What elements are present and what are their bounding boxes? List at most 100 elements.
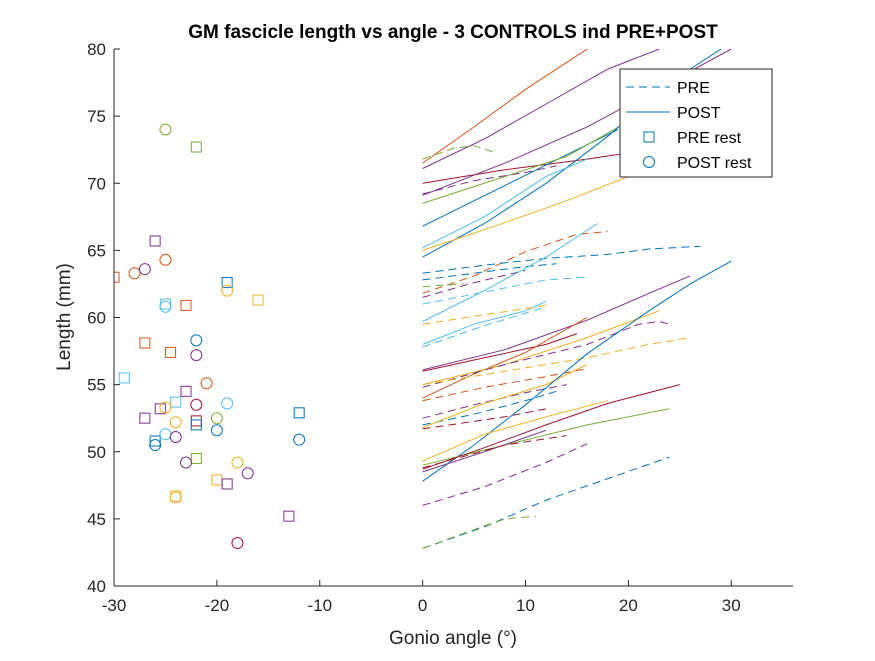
y-tick-label: 65 bbox=[87, 241, 106, 260]
legend-label-post-rest: POST rest bbox=[677, 155, 752, 172]
post-rest-marker bbox=[221, 397, 234, 410]
post-rest-marker bbox=[159, 300, 172, 313]
curve-post-22 bbox=[422, 333, 578, 372]
pre-rest-marker bbox=[221, 478, 233, 490]
curve-post-23 bbox=[422, 317, 588, 399]
pre-rest-marker bbox=[293, 407, 305, 419]
post-rest-marker bbox=[231, 537, 244, 550]
legend-label-post: POST bbox=[677, 105, 721, 122]
y-tick-label: 55 bbox=[87, 376, 106, 395]
curve-pre-17 bbox=[422, 276, 588, 305]
chart-title: GM fascicle length vs angle - 3 CONTROLS… bbox=[188, 22, 718, 43]
x-tick-label: -20 bbox=[205, 596, 230, 615]
curve-pre-14 bbox=[422, 270, 526, 298]
post-rest-marker bbox=[149, 439, 162, 452]
markers-layer bbox=[114, 123, 306, 550]
pre-rest-marker bbox=[190, 419, 202, 431]
pre-rest-marker bbox=[180, 299, 192, 311]
post-rest-marker bbox=[169, 416, 182, 429]
legend-label-pre: PRE bbox=[677, 80, 710, 97]
curve-pre-27 bbox=[422, 368, 588, 402]
legend-item-post: POST bbox=[626, 105, 721, 122]
x-tick-label: 30 bbox=[722, 596, 741, 615]
pre-rest-marker bbox=[114, 271, 120, 283]
curve-pre-29 bbox=[422, 390, 557, 426]
pre-rest-marker bbox=[221, 277, 233, 289]
curve-pre-13 bbox=[422, 263, 557, 281]
curve-post-0 bbox=[422, 49, 589, 164]
post-rest-marker bbox=[159, 401, 172, 414]
curve-pre-19 bbox=[422, 304, 547, 325]
post-rest-marker bbox=[159, 123, 172, 136]
legend-item-pre-rest: PRE rest bbox=[643, 130, 742, 147]
post-rest-marker bbox=[190, 349, 203, 362]
post-rest-marker bbox=[210, 412, 223, 425]
curve-pre-15 bbox=[422, 283, 464, 288]
curve-post-36 bbox=[422, 429, 547, 473]
legend-swatch-post-rest bbox=[643, 156, 655, 168]
post-rest-marker bbox=[241, 467, 254, 480]
curve-post-3 bbox=[422, 149, 650, 184]
curve-post-24 bbox=[422, 310, 660, 386]
x-tick-label: 0 bbox=[418, 596, 427, 615]
pre-rest-marker bbox=[139, 412, 151, 424]
pre-rest-marker bbox=[180, 385, 192, 397]
post-rest-marker bbox=[190, 334, 203, 347]
curve-post-35 bbox=[422, 384, 680, 470]
legend-item-pre: PRE bbox=[626, 80, 710, 97]
y-tick-label: 50 bbox=[87, 443, 106, 462]
curve-pre-4 bbox=[422, 165, 557, 195]
curve-pre-25 bbox=[422, 320, 670, 388]
x-axis-label: Gonio angle (°) bbox=[389, 628, 517, 649]
y-tick-label: 45 bbox=[87, 510, 106, 529]
curve-post-9 bbox=[422, 158, 588, 249]
post-rest-marker bbox=[221, 284, 234, 297]
y-tick-label: 70 bbox=[87, 174, 106, 193]
post-rest-marker bbox=[138, 263, 151, 276]
y-tick-label: 80 bbox=[87, 40, 106, 59]
post-rest-marker bbox=[190, 398, 203, 411]
pre-rest-marker bbox=[190, 452, 202, 464]
post-rest-marker bbox=[128, 267, 141, 280]
y-tick-label: 60 bbox=[87, 309, 106, 328]
post-rest-marker bbox=[159, 253, 172, 266]
x-tick-label: 10 bbox=[516, 596, 535, 615]
post-rest-marker bbox=[231, 456, 244, 469]
pre-rest-marker bbox=[165, 346, 177, 358]
curve-post-7 bbox=[422, 121, 629, 204]
post-rest-marker bbox=[293, 433, 306, 446]
curve-pre-37 bbox=[422, 435, 567, 469]
pre-rest-marker bbox=[283, 510, 295, 522]
curve-pre-2 bbox=[422, 145, 495, 160]
pre-rest-marker bbox=[170, 396, 182, 408]
curve-pre-11 bbox=[422, 231, 608, 294]
post-rest-marker bbox=[210, 424, 223, 437]
curve-pre-26 bbox=[422, 337, 691, 386]
legend-item-post-rest: POST rest bbox=[643, 155, 752, 172]
curve-pre-39 bbox=[422, 456, 670, 549]
post-rest-marker bbox=[169, 430, 182, 443]
x-tick-label: 20 bbox=[619, 596, 638, 615]
legend: PRE POST PRE rest POST rest bbox=[619, 68, 773, 178]
pre-rest-marker bbox=[149, 235, 161, 247]
curve-pre-38 bbox=[422, 443, 588, 506]
post-rest-marker bbox=[200, 377, 213, 390]
post-rest-marker bbox=[180, 456, 193, 469]
curve-pre-31 bbox=[422, 408, 547, 430]
x-tick-label: -30 bbox=[102, 596, 127, 615]
curve-post-18 bbox=[422, 300, 547, 345]
curve-post-21 bbox=[422, 275, 691, 371]
pre-rest-marker bbox=[252, 294, 264, 306]
y-tick-label: 75 bbox=[87, 107, 106, 126]
curve-post-33 bbox=[422, 400, 608, 462]
pre-rest-marker bbox=[190, 141, 202, 153]
legend-label-pre-rest: PRE rest bbox=[677, 130, 742, 147]
curve-pre-20 bbox=[422, 306, 547, 348]
axes-layer: -30 -20 -10 0 10 20 30 40 45 50 55 60 65 70 75 80 bbox=[87, 40, 793, 615]
y-axis-label: Length (mm) bbox=[54, 263, 75, 371]
legend-swatch-pre-rest bbox=[643, 131, 655, 143]
curve-pre-40 bbox=[422, 515, 536, 549]
pre-rest-marker bbox=[149, 435, 161, 447]
